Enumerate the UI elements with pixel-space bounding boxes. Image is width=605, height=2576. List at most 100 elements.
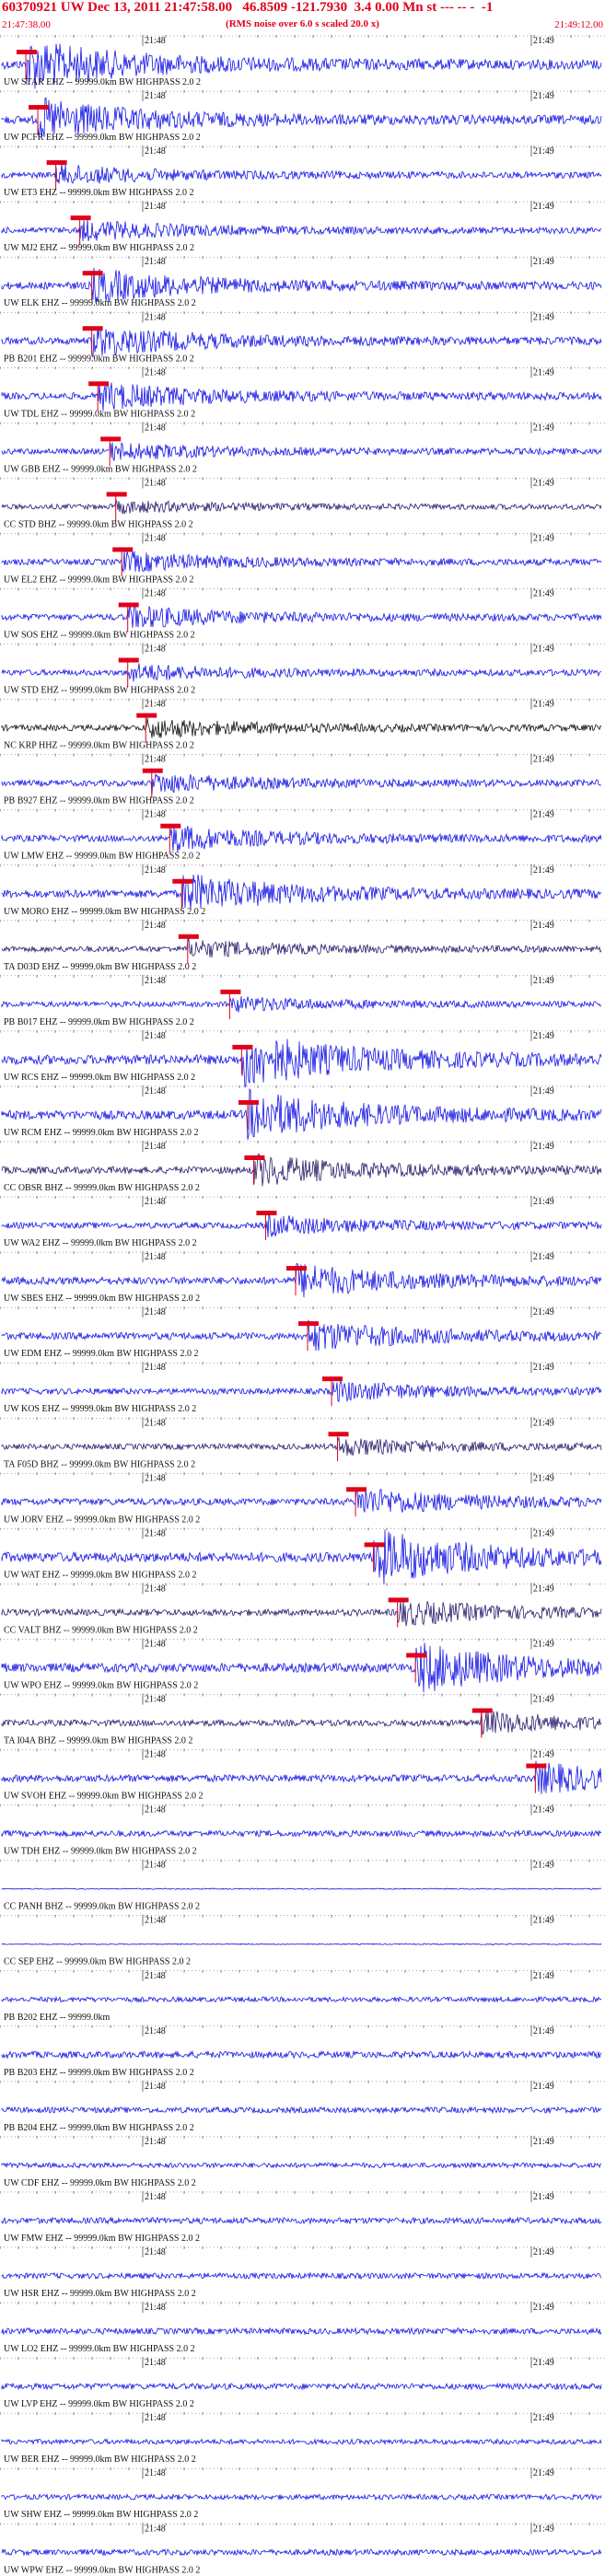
station-row: 21:48 21:49 TA I04A BHZ -- 99999.0km BW HI… <box>0 1693 605 1746</box>
station-label: PB B201 EHZ -- 99999.0km BW HIGHPASS 2.0… <box>4 354 194 364</box>
time-tick-label: 21:48 <box>145 1971 166 1981</box>
station-label: UW WAT EHZ -- 99999.0km BW HIGHPASS 2.0 … <box>4 1570 196 1580</box>
time-tick-label: 21:49 <box>533 2192 554 2202</box>
waveform-trace <box>1 1642 602 1693</box>
station-label: UW MORO EHZ -- 99999.0km BW HIGHPASS 2.0… <box>4 907 205 917</box>
pick-marker <box>29 105 50 110</box>
pick-marker <box>46 160 67 166</box>
station-label: UW SOS EHZ -- 99999.0km BW HIGHPASS 2.0 … <box>4 631 195 641</box>
waveform-trace <box>1 825 602 853</box>
station-label: UW STAR EHZ -- 99999.0km BW HIGHPASS 2.0… <box>4 77 201 87</box>
time-tick-label: 21:48 <box>145 2082 166 2092</box>
pick-marker <box>106 492 127 497</box>
waveform-trace <box>1 1379 602 1403</box>
station-label: UW GBB EHZ -- 99999.0km BW HIGHPASS 2.0 … <box>4 464 197 474</box>
station-label: UW FMW EHZ -- 99999.0km BW HIGHPASS 2.0 … <box>4 2234 200 2244</box>
pick-marker <box>142 768 163 773</box>
time-tick-label: 21:48 <box>145 202 166 212</box>
station-row: 21:48 21:49 UW WAT EHZ -- 99999.0km BW HIG… <box>0 1527 605 1584</box>
station-row: 21:48 21:49 PB B017 EHZ -- 99999.0km BW HI… <box>0 974 605 1027</box>
waveform-trace <box>1 1887 602 1890</box>
station-label: UW WPW EHZ -- 99999.0km BW HIGHPASS 2.0 … <box>4 2565 200 2575</box>
time-tick-label: 21:49 <box>533 2247 554 2257</box>
station-label: UW STD EHZ -- 99999.0km BW HIGHPASS 2.0 … <box>4 686 195 696</box>
waveform-trace <box>1 1039 602 1088</box>
time-tick-label: 21:48 <box>145 2192 166 2202</box>
station-row: 21:48 21:49 UW WA2 EHZ -- 99999.0km BW HIG… <box>0 1196 605 1248</box>
time-tick-label: 21:48 <box>145 921 166 931</box>
station-row: 21:48 21:49 UW STD EHZ -- 99999.0km BW HIG… <box>0 643 605 696</box>
time-tick-label: 21:48 <box>145 1584 166 1594</box>
station-row: 21:48 21:49 PB B202 EHZ -- 99999.0km <box>0 1969 605 2023</box>
time-tick-label: 21:48 <box>145 257 166 267</box>
time-tick-label: 21:48 <box>145 1528 166 1538</box>
time-tick-label: 21:49 <box>533 1805 554 1816</box>
waveform-trace <box>1 267 602 303</box>
station-label: PB B927 EHZ -- 99999.0km BW HIGHPASS 2.0… <box>4 796 194 806</box>
time-tick-label: 21:49 <box>533 367 554 377</box>
station-row: 21:48 21:49 NC KRP HHZ -- 99999.0km BW HIG… <box>0 698 605 751</box>
waveform-trace <box>1 1829 602 1839</box>
pick-marker <box>220 989 241 994</box>
time-tick-label: 21:49 <box>533 257 554 267</box>
waveform-trace <box>1 2438 602 2446</box>
station-row: 21:48 21:49 UW SHW EHZ -- 99999.0km BW HIG… <box>0 2467 605 2520</box>
time-tick-label: 21:48 <box>145 2413 166 2423</box>
station-row: 21:48 21:49 UW KOS EHZ -- 99999.0km BW HIG… <box>0 1362 605 1414</box>
waveform-trace <box>1 382 602 412</box>
station-row: 21:48 21:49 UW RCS EHZ -- 99999.0km BW HIG… <box>0 1029 605 1088</box>
station-label: CC VALT BHZ -- 99999.0km BW HIGHPASS 2.0… <box>4 1625 198 1635</box>
time-tick-label: 21:48 <box>145 1307 166 1317</box>
time-tick-label: 21:48 <box>145 36 166 46</box>
time-tick-label: 21:48 <box>145 1418 166 1428</box>
time-tick-label: 21:49 <box>533 1528 554 1538</box>
station-row: 21:48 21:49 UW TDH EHZ -- 99999.0km BW HIG… <box>0 1804 605 1857</box>
waveform-trace <box>1 996 601 1013</box>
time-tick-label: 21:49 <box>533 478 554 488</box>
pick-marker <box>256 1211 277 1216</box>
station-label: CC STD BHZ -- 99999.0km BW HIGHPASS 2.0 … <box>4 519 193 529</box>
waveform-trace <box>1 97 602 138</box>
time-tick-label: 21:48 <box>145 1861 166 1871</box>
time-tick-label: 21:49 <box>533 2524 554 2534</box>
time-tick-label: 21:49 <box>533 1418 554 1428</box>
station-row: 21:48 21:49 PB B201 EHZ -- 99999.0km BW HI… <box>0 311 605 364</box>
time-tick-label: 21:48 <box>145 865 166 876</box>
time-tick-label: 21:49 <box>533 533 554 543</box>
station-row: 21:48 21:49 UW MJ2 EHZ -- 99999.0km BW HIG… <box>0 201 605 253</box>
time-tick-label: 21:49 <box>533 755 554 765</box>
time-tick-label: 21:48 <box>145 1252 166 1262</box>
station-label: UW ET3 EHZ -- 99999.0km BW HIGHPASS 2.0 … <box>4 188 193 198</box>
time-tick-label: 21:49 <box>533 36 554 46</box>
time-tick-label: 21:48 <box>145 2137 166 2147</box>
pick-marker <box>17 50 38 54</box>
station-row: 21:48 21:49 UW FMW EHZ -- 99999.0km BW HIG… <box>0 2190 605 2244</box>
end-time-label: 21:49:12.00 <box>554 19 603 30</box>
station-label: UW LO2 EHZ -- 99999.0km BW HIGHPASS 2.0 … <box>4 2344 195 2354</box>
station-label: CC PANH BHZ -- 99999.0km BW HIGHPASS 2.0… <box>4 1902 200 1912</box>
station-row: 21:48 21:49 UW MORO EHZ -- 99999.0km BW HI… <box>0 864 605 917</box>
waveform-trace <box>1 663 602 682</box>
waveform-trace <box>1 1436 602 1456</box>
pick-marker <box>388 1597 409 1603</box>
station-label: UW EL2 EHZ -- 99999.0km BW HIGHPASS 2.0 … <box>4 574 193 585</box>
event-title: 60370921 UW Dec 13, 2011 21:47:58.00 46.… <box>2 0 494 15</box>
pick-marker <box>118 657 139 663</box>
time-tick-label: 21:48 <box>145 976 166 986</box>
station-row: 21:48 21:49 UW LO2 EHZ -- 99999.0km BW HIG… <box>0 2302 605 2354</box>
plot-header: 60370921 UW Dec 13, 2011 21:47:58.00 46.… <box>0 0 605 33</box>
time-tick-label: 21:48 <box>145 478 166 488</box>
time-tick-label: 21:49 <box>533 1584 554 1594</box>
waveform-trace <box>1 43 602 89</box>
time-tick-label: 21:48 <box>145 1197 166 1207</box>
pick-marker <box>328 1432 349 1437</box>
station-label: UW KOS EHZ -- 99999.0km BW HIGHPASS 2.0 … <box>4 1404 196 1414</box>
station-label: PB B202 EHZ -- 99999.0km <box>4 2013 111 2023</box>
waveform-trace <box>1 2049 602 2060</box>
station-row: 21:48 21:49 TA F05D BHZ -- 99999.0km BW HI… <box>0 1417 605 1469</box>
pick-marker <box>406 1653 427 1658</box>
pick-marker <box>244 1155 265 1160</box>
station-row: 21:48 21:49 UW SVOH EHZ -- 99999.0km BW HI… <box>0 1748 605 1802</box>
time-tick-label: 21:49 <box>533 2026 554 2036</box>
station-label: UW SVOH EHZ -- 99999.0km BW HIGHPASS 2.0… <box>4 1792 204 1802</box>
